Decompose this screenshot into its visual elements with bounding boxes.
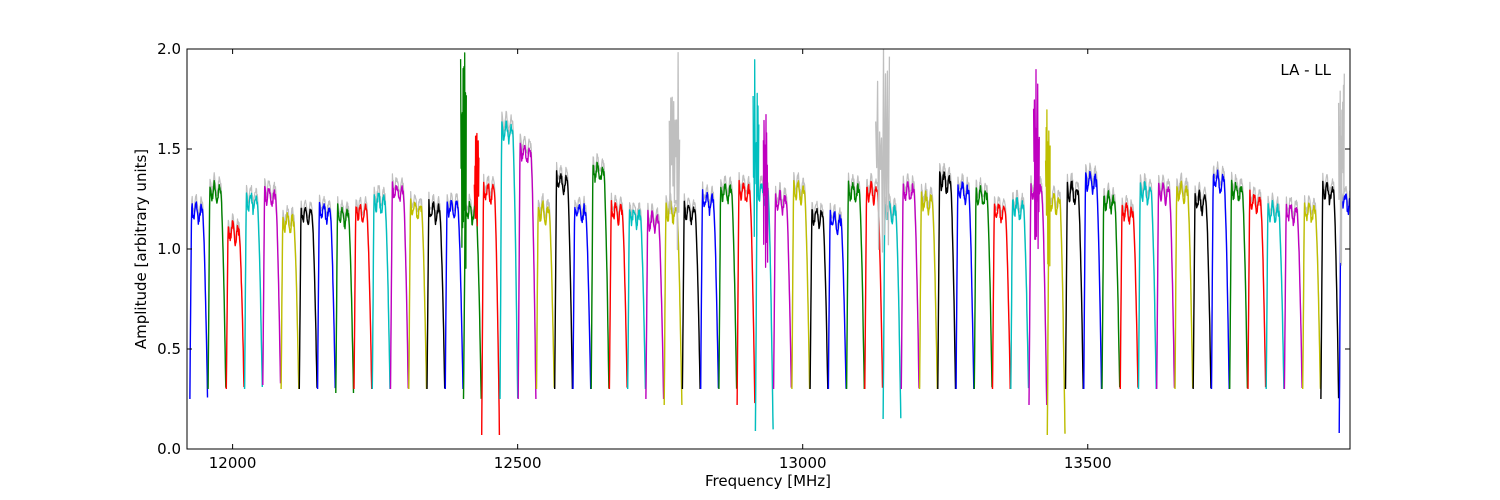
rfi-spike-line — [459, 52, 467, 269]
channel-series-line — [481, 181, 501, 436]
channel-series-line — [608, 200, 628, 390]
x-axis-label: Frequency [MHz] — [705, 472, 831, 490]
y-axis-label: Amplitude [arbitrary units] — [132, 149, 150, 349]
channel-series-line — [1283, 203, 1303, 390]
channel-series-line — [809, 207, 829, 390]
channel-series-line — [1064, 180, 1084, 390]
rfi-spike-line — [668, 51, 681, 251]
y-tick-label: 1.0 — [157, 240, 181, 258]
rfi-spike-line — [762, 114, 769, 268]
channel-series-line — [189, 201, 209, 400]
series-layer — [189, 49, 1350, 436]
rfi-spike-line — [473, 132, 480, 227]
channel-series-line — [900, 181, 920, 390]
channel-series-line — [736, 179, 756, 406]
channel-series-line — [389, 181, 409, 390]
channel-series-line — [973, 185, 993, 390]
y-tick-label: 2.0 — [157, 40, 181, 58]
channel-series-line — [1192, 189, 1212, 390]
channel-series-line — [663, 199, 683, 406]
x-tick-label: 13500 — [1064, 454, 1112, 472]
rfi-spike-line — [1337, 73, 1345, 266]
channel-series-line — [554, 170, 574, 390]
x-tick-label: 12000 — [209, 454, 257, 472]
y-tick-label: 0.0 — [157, 440, 181, 458]
channel-series-line — [1137, 181, 1157, 390]
channel-series-line — [1083, 170, 1103, 390]
channel-series-line — [499, 120, 519, 400]
channel-series-line — [681, 200, 701, 390]
channel-series-line — [353, 203, 373, 390]
channel-series-line — [1119, 202, 1139, 390]
channel-series-line — [1265, 199, 1285, 390]
channel-series-line — [535, 200, 555, 390]
channel-series-line — [590, 161, 610, 390]
channel-series-line — [991, 203, 1011, 390]
channel-series-line — [845, 180, 865, 390]
channel-series-line — [700, 189, 720, 390]
channel-series-line — [225, 220, 245, 390]
channel-series-line — [864, 180, 884, 390]
channel-series-line — [408, 198, 428, 390]
channel-series-line — [243, 192, 263, 390]
channel-series-line — [645, 209, 665, 400]
channel-series-line — [316, 201, 336, 390]
channel-series-line — [1229, 179, 1249, 390]
tick-layer: 12000 12500 13000 13500 0.0 0.5 1.0 1.5 2.0 — [157, 40, 1350, 472]
channel-series-line — [955, 181, 975, 390]
channel-series-line — [827, 209, 847, 390]
channel-series-line — [572, 203, 592, 390]
channel-series-line — [1156, 182, 1176, 390]
rfi-spike-line — [875, 49, 891, 253]
rfi-spike-line — [752, 59, 760, 238]
channel-series-line — [1302, 202, 1322, 390]
rfi-spike-line — [1044, 109, 1051, 267]
y-tick-label: 1.5 — [157, 140, 181, 158]
channel-series-line — [335, 203, 355, 394]
channel-series-line — [517, 142, 537, 400]
x-tick-label: 13000 — [779, 454, 827, 472]
channel-series-line — [1320, 180, 1340, 400]
x-tick-label: 12500 — [494, 454, 542, 472]
channel-series-line — [791, 180, 811, 390]
channel-series-line — [444, 199, 464, 390]
channel-series-line — [1010, 197, 1030, 390]
channel-series-line — [371, 192, 391, 390]
channel-series-line — [1247, 189, 1267, 390]
channel-series-line — [426, 199, 446, 390]
channel-series-line — [280, 212, 300, 390]
channel-series-line — [627, 209, 647, 390]
channel-series-line — [772, 189, 792, 390]
channel-series-line — [1210, 169, 1230, 390]
channel-series-line — [718, 183, 738, 390]
y-tick-label: 0.5 — [157, 340, 181, 358]
channel-series-line — [298, 206, 318, 390]
plot-annotation: LA - LL — [1280, 61, 1331, 79]
channel-series-line — [207, 180, 227, 390]
rfi-spike-line — [1032, 69, 1040, 250]
channel-series-line — [918, 190, 938, 390]
channel-series-line — [1174, 180, 1194, 390]
channel-series-line — [262, 185, 282, 386]
channel-series-line — [937, 171, 957, 390]
channel-series-line — [1101, 190, 1121, 390]
